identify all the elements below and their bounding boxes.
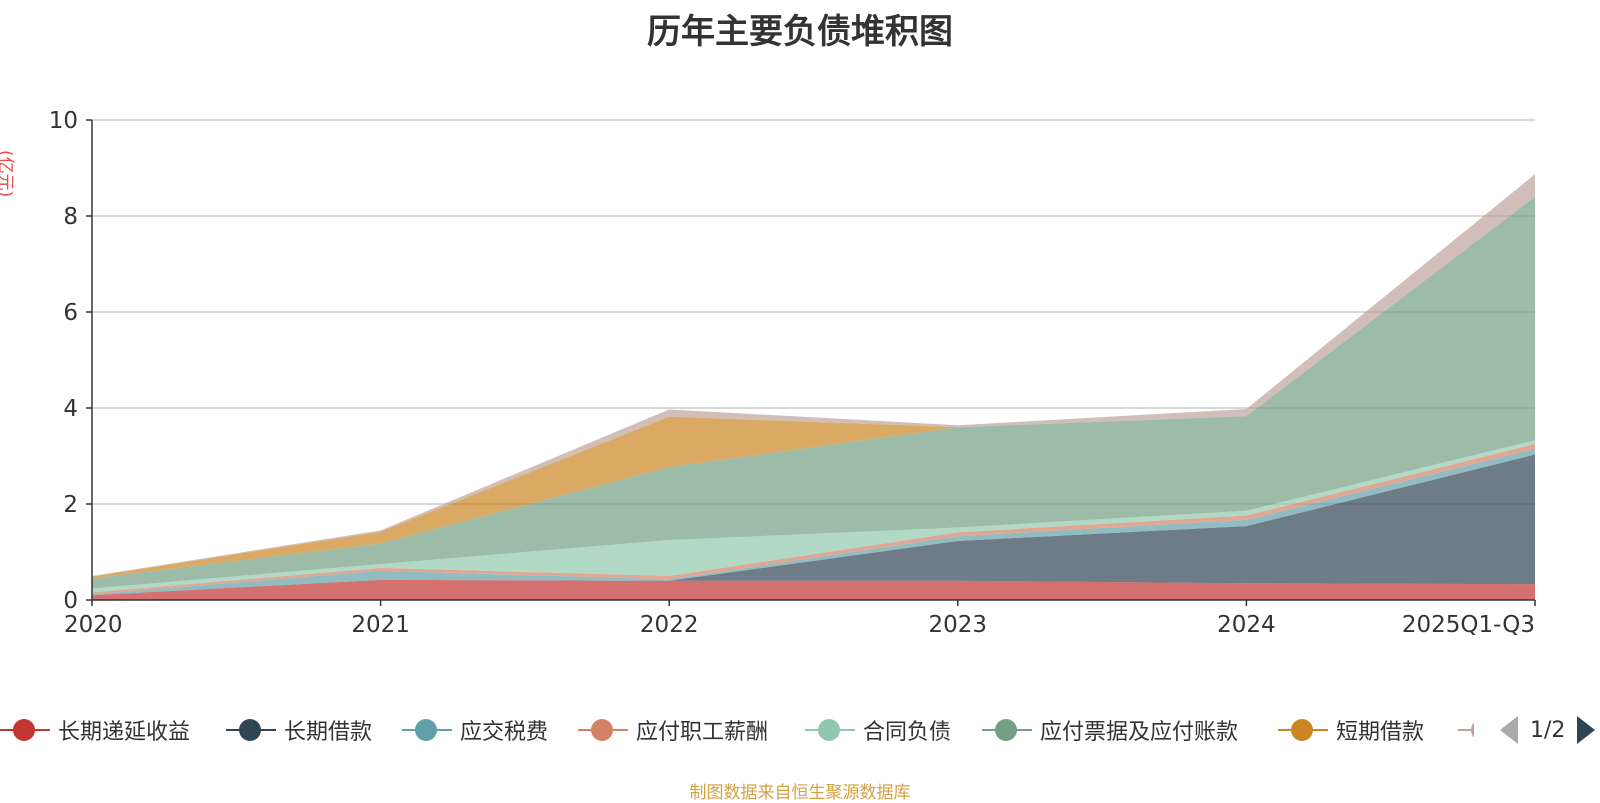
legend-marker-icon <box>805 712 855 748</box>
legend-item[interactable]: 应付职工薪酬 <box>578 712 768 748</box>
x-tick-label: 2025Q1-Q3 <box>1402 612 1535 638</box>
y-tick-label: 4 <box>63 396 78 422</box>
legend-pager: 1/2 <box>1500 712 1596 748</box>
legend-marker-icon <box>1458 712 1474 748</box>
area-series-3 <box>92 444 1535 595</box>
area-series-0 <box>92 579 1535 600</box>
legend-item[interactable]: 短期借款 <box>1278 712 1424 748</box>
x-tick-label: 2023 <box>929 612 988 638</box>
legend-label: 长期递延收益 <box>58 720 191 745</box>
x-tick-label: 2020 <box>64 612 123 638</box>
legend-label: 短期借款 <box>1336 720 1425 745</box>
legend-marker-icon <box>226 712 276 748</box>
legend-item[interactable]: 应付票据及应付账款 <box>982 712 1238 748</box>
area-series-2 <box>92 448 1535 596</box>
legend-item[interactable]: 应交税费 <box>402 712 548 748</box>
legend-item[interactable]: 合同负债 <box>805 712 951 748</box>
legend-prev-arrow-icon[interactable] <box>1500 716 1518 744</box>
legend-marker-icon <box>982 712 1032 748</box>
data-source-note: 制图数据来自恒生聚源数据库 <box>689 783 911 803</box>
legend-item[interactable]: 长期借款 <box>226 712 372 748</box>
legend-page-indicator: 1/2 <box>1530 717 1566 743</box>
stacked-area-chart: 0 2 4 6 8 10 2020 2021 2022 2023 2024 2025Q1-Q3 <box>49 108 1536 638</box>
x-tick-label: 2022 <box>640 612 699 638</box>
y-tick-label: 6 <box>63 300 78 326</box>
legend-marker-icon <box>402 712 452 748</box>
area-series-1 <box>92 454 1535 596</box>
y-tick-label: 10 <box>49 108 78 134</box>
legend-next-arrow-icon[interactable] <box>1577 716 1596 744</box>
legend-marker-icon <box>578 712 628 748</box>
legend-item[interactable]: 长期递延收益 <box>0 712 190 748</box>
area-series-4 <box>92 440 1535 593</box>
y-tick-label: 8 <box>63 204 78 230</box>
y-tick-label: 0 <box>63 588 78 614</box>
x-tick-label: 2021 <box>351 612 410 638</box>
chart-title: 历年主要负债堆积图 <box>647 12 953 52</box>
legend-marker-icon <box>1278 712 1328 748</box>
x-tick-label: 2024 <box>1217 612 1276 638</box>
legend-label: 应交税费 <box>460 720 549 745</box>
area-series-5 <box>92 196 1535 589</box>
legend-label: 合同负债 <box>863 720 952 745</box>
legend-marker-icon <box>0 712 50 748</box>
legend-label: 应付职工薪酬 <box>636 720 769 745</box>
legend-item-partial[interactable] <box>1458 712 1474 748</box>
legend-label: 长期借款 <box>284 720 373 745</box>
y-tick-label: 2 <box>63 492 78 518</box>
legend: 长期递延收益 长期借款 应交税费 应付职工薪酬 合同负债 应付票据及应付账款 短期借款 <box>0 712 1600 748</box>
legend-label: 应付票据及应付账款 <box>1040 720 1239 745</box>
